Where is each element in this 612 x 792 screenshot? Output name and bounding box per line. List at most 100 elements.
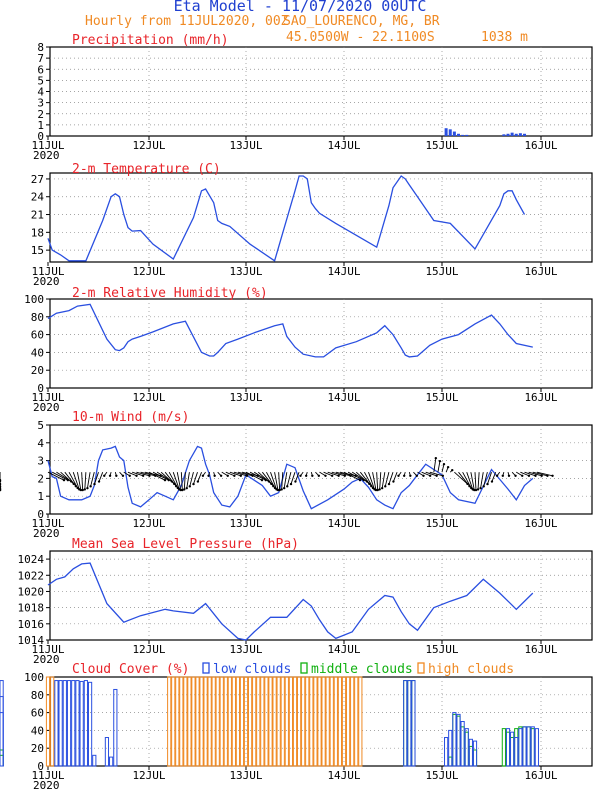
cloud-bar-high bbox=[231, 676, 236, 767]
y-tick-label: 5 bbox=[37, 74, 44, 87]
wind-arrow bbox=[524, 471, 536, 477]
wind-arrow bbox=[77, 472, 82, 491]
x-tick-label: 11JUL bbox=[31, 139, 64, 152]
x-year-label: 2020 bbox=[33, 149, 60, 162]
wind-arrow-head bbox=[294, 480, 297, 483]
x-tick-label: 12JUL bbox=[132, 265, 165, 278]
wind-arrow-head bbox=[183, 488, 186, 491]
cloud-bar-low bbox=[514, 737, 519, 767]
legend-low-clouds-swatch bbox=[202, 662, 210, 674]
wind-arrow bbox=[98, 472, 104, 482]
cloud-bar-high bbox=[284, 676, 289, 767]
panel-title: 2-m Temperature (C) bbox=[72, 162, 221, 177]
precip-bar bbox=[444, 128, 448, 136]
y-tick-label: 8 bbox=[37, 41, 44, 54]
wind-arrow-head bbox=[278, 488, 281, 492]
wind-arrow-head bbox=[486, 482, 489, 486]
y-tick-label: 1020 bbox=[18, 585, 45, 598]
wind-arrow-head bbox=[148, 474, 151, 477]
wind-arrow bbox=[470, 472, 475, 491]
wind-arrow-head bbox=[476, 488, 480, 491]
wind-arrow-head bbox=[128, 474, 131, 477]
x-year-label: 2020 bbox=[33, 275, 60, 288]
cloud-bar-high bbox=[329, 676, 334, 767]
wind-arrow bbox=[437, 461, 441, 473]
cloud-bar-high bbox=[211, 676, 216, 767]
wind-arrow bbox=[281, 472, 284, 490]
wind-arrow-head bbox=[0, 485, 2, 488]
x-tick-label: 16JUL bbox=[524, 139, 557, 152]
y-tick-label: 20 bbox=[31, 742, 44, 755]
cloud-bar-high bbox=[243, 676, 249, 767]
cloud-bar-high bbox=[309, 676, 314, 767]
wind-arrow-head bbox=[0, 482, 2, 486]
wind-arrow bbox=[127, 471, 137, 477]
y-tick-label: 1014 bbox=[18, 634, 45, 647]
x-tick-label: 14JUL bbox=[327, 265, 360, 278]
x-tick-label: 13JUL bbox=[229, 517, 262, 530]
wind-arrow-head bbox=[141, 474, 145, 477]
wind-arrow bbox=[233, 471, 248, 477]
cloud-bar-high bbox=[354, 676, 359, 767]
x-tick-label: 12JUL bbox=[132, 517, 165, 530]
x-tick-label: 16JUL bbox=[524, 517, 557, 530]
cloud-bar-low bbox=[518, 728, 523, 767]
wind-arrow bbox=[189, 472, 194, 487]
wind-arrow bbox=[421, 471, 431, 477]
cloud-bar-high bbox=[183, 676, 188, 767]
wind-arrow bbox=[532, 471, 548, 477]
x-tick-label: 13JUL bbox=[229, 643, 262, 656]
x-tick-label: 14JUL bbox=[327, 391, 360, 404]
wind-arrow bbox=[183, 472, 186, 490]
wind-arrow bbox=[393, 472, 398, 482]
wind-arrow bbox=[90, 472, 95, 487]
wind-arrow-head bbox=[521, 474, 524, 477]
wind-arrow-head bbox=[219, 474, 223, 477]
panel-clouds: 0 20 40 60 80 100 11JUL 12JUL 13JUL 14JUL 15JUL 16J… bbox=[0, 662, 593, 792]
station-name: SAO_LOURENCO, MG, BR bbox=[283, 14, 440, 29]
cloud-bar-low bbox=[530, 726, 535, 767]
wind-arrow-head bbox=[358, 478, 362, 482]
wind-arrow bbox=[343, 471, 361, 481]
x-tick-label: 13JUL bbox=[229, 265, 262, 278]
cloud-bar-high bbox=[219, 676, 224, 767]
wind-arrow-head bbox=[330, 474, 334, 477]
wind-arrow bbox=[266, 471, 276, 489]
y-tick-label: 40 bbox=[31, 346, 44, 359]
wind-arrow-head bbox=[185, 486, 188, 490]
wind-arrow bbox=[477, 472, 480, 490]
y-tick-label: 18 bbox=[31, 226, 44, 239]
y-tick-label: 24 bbox=[31, 191, 45, 204]
wind-arrow bbox=[180, 472, 183, 491]
x-tick-label: 15JUL bbox=[425, 517, 458, 530]
cloud-bar-high bbox=[337, 676, 343, 767]
panel-rh: 0 20 40 60 80 100 11JUL 12JUL 13JUL 14JUL 15JUL 16J… bbox=[24, 286, 593, 414]
legend-middle-clouds: middle clouds bbox=[311, 662, 413, 677]
precip-bar bbox=[506, 133, 510, 136]
wind-arrow-head bbox=[0, 486, 2, 490]
cloud-bar-low bbox=[452, 712, 457, 767]
wind-arrow bbox=[52, 471, 69, 481]
chart-subtitle: Hourly from 11JUL2020, 00Z bbox=[85, 14, 289, 29]
station-coords: 45.0500W - 22.1100S bbox=[286, 30, 435, 45]
station-elevation: 1038 m bbox=[481, 30, 528, 45]
y-tick-label: 1 bbox=[37, 119, 44, 132]
wind-arrow bbox=[454, 471, 468, 485]
legend-high-clouds: high clouds bbox=[428, 662, 514, 677]
y-tick-label: 1018 bbox=[18, 602, 45, 615]
wind-arrow-head bbox=[482, 485, 485, 488]
x-tick-label: 13JUL bbox=[229, 769, 262, 782]
cloud-bar-low bbox=[66, 680, 72, 767]
wind-arrow-head bbox=[387, 482, 391, 486]
cloud-bar-high bbox=[341, 676, 347, 767]
wind-arrow-head bbox=[311, 474, 314, 477]
cloud-bar-low bbox=[75, 680, 80, 767]
series-line-rh bbox=[47, 303, 533, 358]
wind-arrow-head bbox=[108, 474, 112, 477]
cloud-bar-high bbox=[179, 676, 184, 767]
cloud-bar-high bbox=[256, 676, 261, 767]
wind-arrow bbox=[237, 471, 253, 477]
legend-low-clouds: low clouds bbox=[213, 662, 291, 677]
y-tick-label: 0 bbox=[37, 382, 44, 395]
precip-bar bbox=[457, 133, 460, 136]
